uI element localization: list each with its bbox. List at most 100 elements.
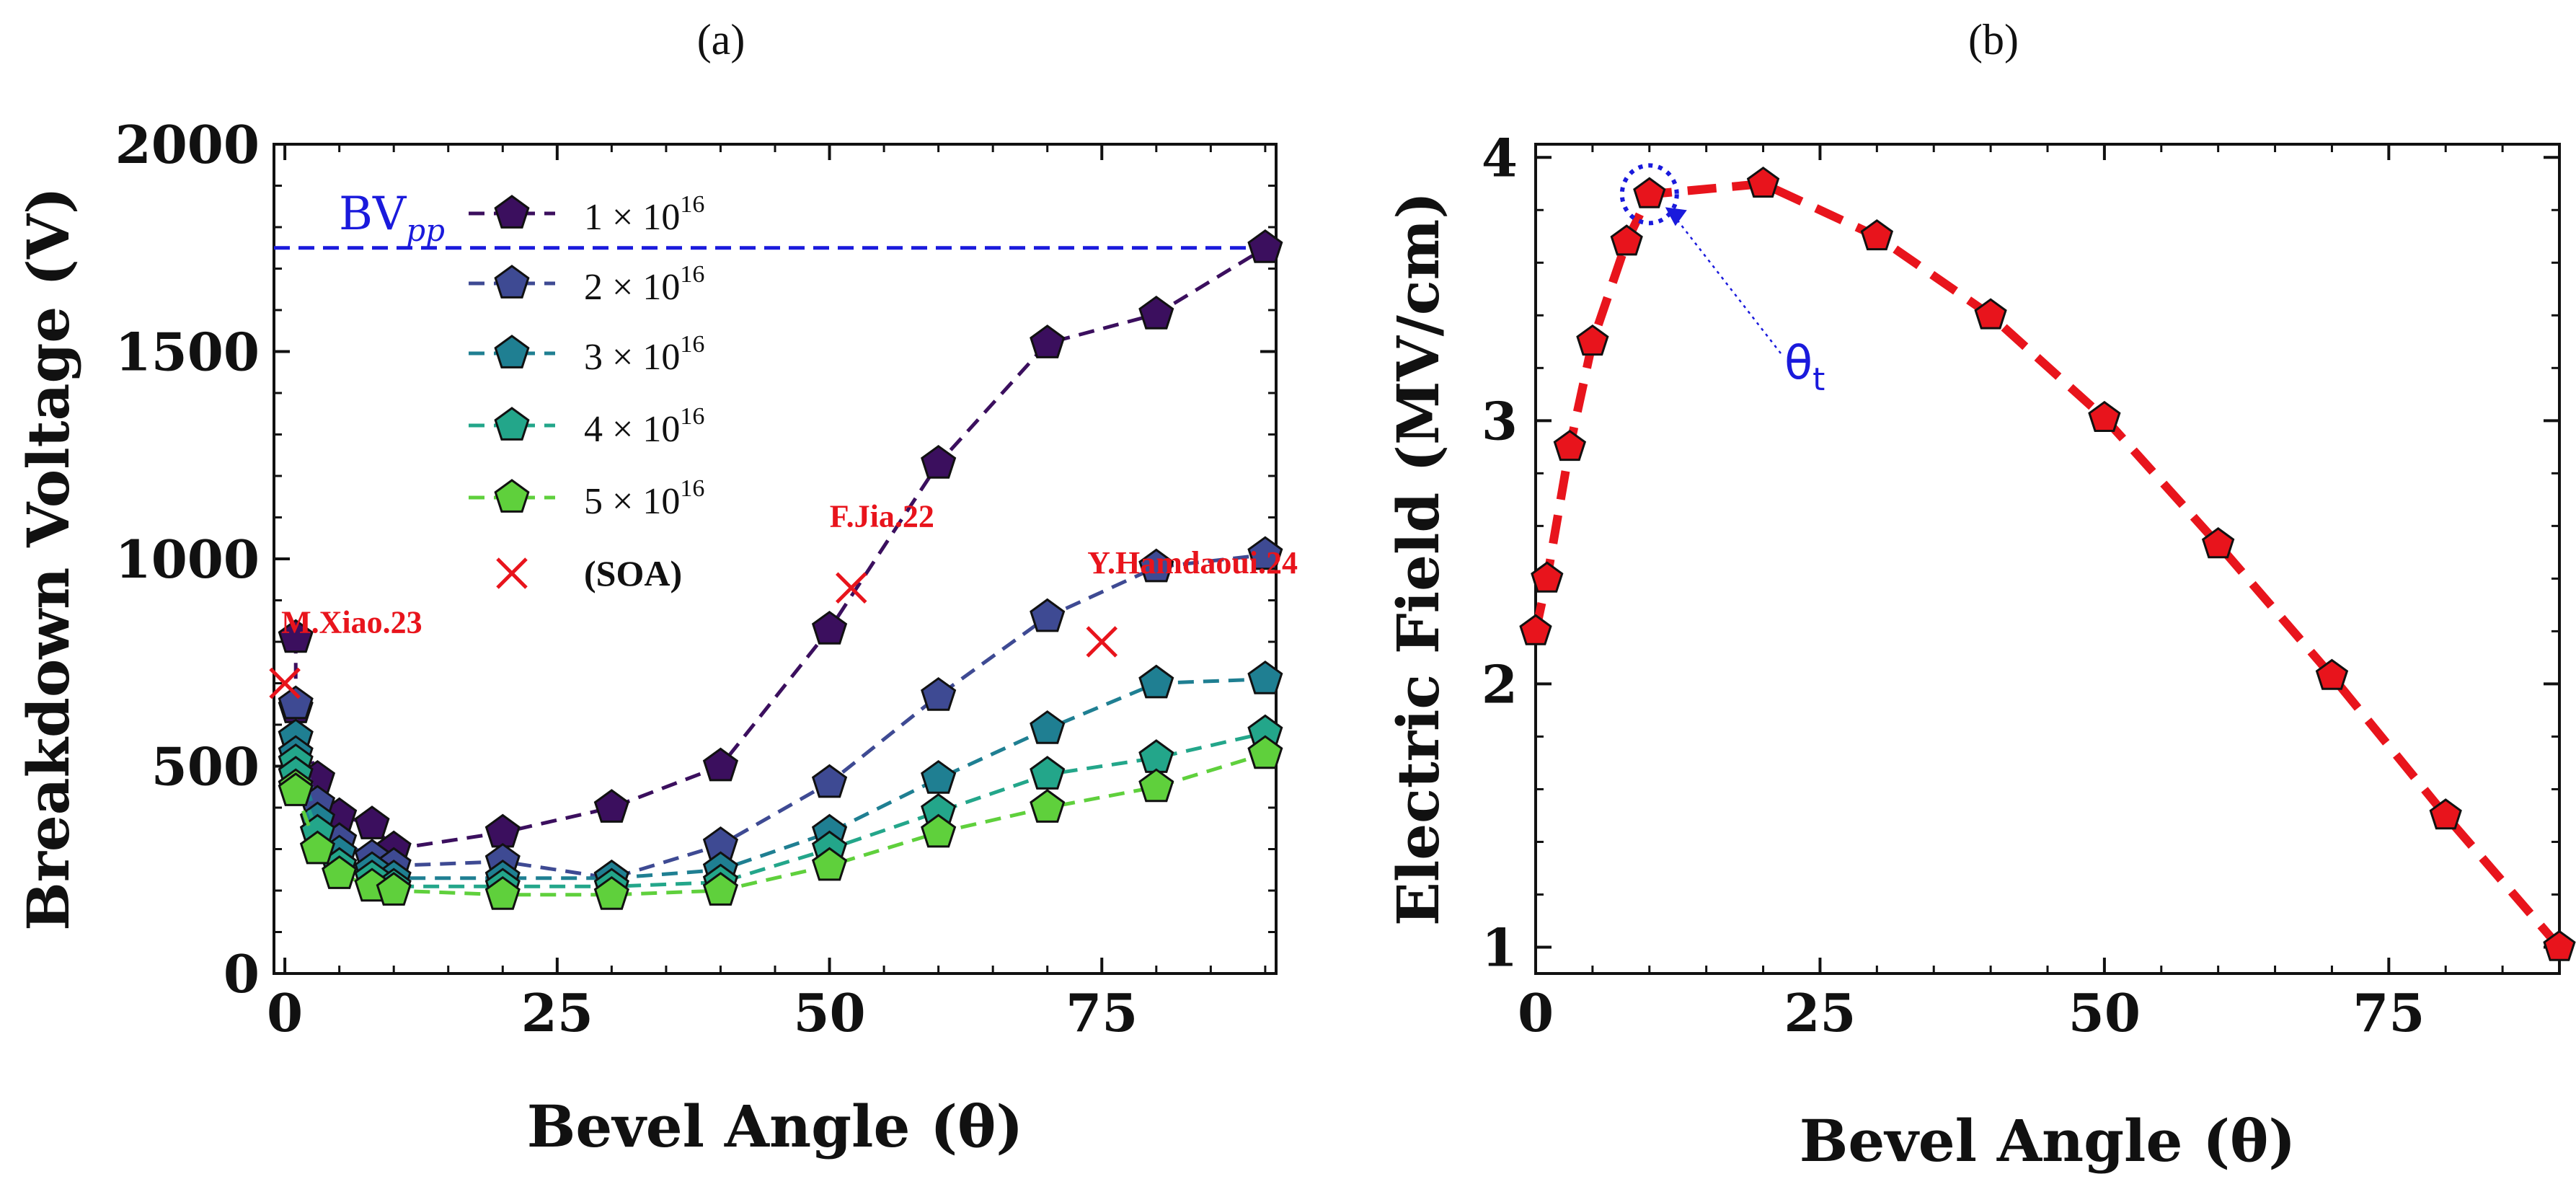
bvpp-label: BVpp [339, 187, 445, 248]
electric-field-point [1610, 224, 1643, 256]
soa-cross-icon [269, 667, 301, 699]
panel-a-x-tick-label: 75 [1066, 982, 1138, 1043]
soa-point-label: Y.Hamdaoui.24 [1087, 545, 1298, 580]
series-4-point [1030, 756, 1066, 790]
panel-b-y-tick-label: 1 [1482, 917, 1518, 978]
legend-label-4-prefix: 4 × 10 [584, 409, 680, 450]
panel-a-x-tick-label: 0 [267, 982, 303, 1043]
electric-field-point [1553, 429, 1587, 462]
series-2-point [921, 676, 957, 711]
panel-a-y-tick-label: 1000 [115, 529, 260, 590]
series-2-point [1030, 598, 1066, 632]
soa-point-label: M.Xiao.23 [281, 605, 422, 640]
panel-b-label: (b) [1968, 16, 2019, 63]
legend-entry-1: 1 × 1016 [469, 191, 704, 238]
series-3-point [1247, 660, 1283, 694]
series-5-point [811, 847, 848, 881]
theta-t-annotation: θt [1619, 163, 1825, 398]
series-5-point [593, 875, 629, 910]
panel-a-y-tick-label: 0 [223, 943, 260, 1005]
theta-t-subscript: t [1813, 361, 1825, 398]
electric-field-point [2429, 798, 2462, 830]
series-3-point [921, 759, 957, 794]
panel-a-x-axis-title: Bevel Angle (θ) [527, 1092, 1024, 1160]
electric-field-point [2201, 527, 2235, 559]
panel-a-y-tick-label: 2000 [115, 114, 260, 175]
legend-entry-5: 5 × 1016 [469, 475, 704, 522]
theta-t-symbol: θ [1784, 337, 1813, 390]
soa-cross-icon [835, 572, 867, 604]
panel-b-x-tick-label: 25 [1784, 982, 1856, 1043]
legend-entry-2: 2 × 1016 [469, 261, 704, 308]
series-1-point [1138, 295, 1174, 330]
series-1-point [702, 747, 739, 782]
legend-label-5-prefix: 5 × 10 [584, 481, 680, 522]
series-5-point [484, 875, 521, 910]
legend-label-1-prefix: 1 × 10 [584, 197, 680, 238]
electric-field-point [2088, 400, 2121, 432]
panel-b-x-tick-label: 0 [1518, 982, 1554, 1043]
legend-label-5: 5 × 1016 [584, 475, 704, 522]
legend-label-4-exp: 16 [680, 403, 704, 430]
series-5 [278, 735, 1283, 910]
panel-b-ticks: 0 25 50 75 1 2 3 4 [1482, 127, 2559, 1043]
legend-marker-3 [494, 335, 530, 368]
electric-field-point [1633, 177, 1666, 208]
theta-t-arrow [1668, 209, 1781, 354]
panel-a-y-tick-label: 500 [151, 736, 260, 798]
panel-a-legend: 1 × 1016 2 × 1016 3 × 1016 [469, 191, 704, 593]
soa-cross-icon [1086, 626, 1118, 658]
series-1-point [921, 444, 957, 479]
series-1-point [278, 619, 314, 653]
series-5-point [1030, 789, 1066, 823]
panel-b-y-tick-label: 3 [1482, 390, 1518, 451]
panel-b-x-axis-title: Bevel Angle (θ) [1800, 1107, 2296, 1175]
electric-field-point [2543, 930, 2576, 961]
theta-t-label: θt [1784, 337, 1825, 398]
series-1 [278, 229, 1283, 865]
series-5-point [322, 855, 358, 889]
panel-b-series [1519, 166, 2576, 961]
legend-marker-4 [494, 407, 530, 441]
legend-label-5-exp: 16 [680, 475, 704, 502]
legend-label-1: 1 × 1016 [584, 191, 704, 238]
panel-a-soa-points: M.Xiao.23 F.Jia.22 Y.Hamdaoui.24 [269, 498, 1298, 699]
panel-a: (a) 0 25 50 75 0 500 1000 1500 2000 M.Xiao.23 F.J… [14, 16, 1298, 1160]
electric-field-point [1860, 218, 1894, 251]
panel-a-y-axis-title: Breakdown Voltage (V) [14, 187, 82, 931]
series-5-point [299, 830, 336, 865]
legend-label-3: 3 × 1016 [584, 331, 704, 378]
series-5-point [1138, 768, 1174, 803]
soa-point: M.Xiao.23 [269, 605, 422, 699]
series-1-point [593, 789, 629, 823]
series-2-point [1138, 548, 1174, 583]
electric-field-point [1974, 298, 2007, 330]
theta-t-highlight-circle [1619, 163, 1679, 226]
series-1-point [811, 610, 848, 645]
soa-point: Y.Hamdaoui.24 [1086, 545, 1298, 658]
panel-a-x-tick-label: 25 [521, 982, 593, 1043]
legend-label-4: 4 × 1016 [584, 403, 704, 450]
series-5-point [278, 772, 314, 806]
panel-b-y-tick-label: 4 [1482, 127, 1518, 188]
bvpp-label-sub: pp [406, 213, 445, 248]
legend-soa-cross-icon [496, 557, 528, 589]
legend-label-2-exp: 16 [680, 261, 704, 288]
legend-entry-soa: (SOA) [496, 553, 682, 593]
series-1-point [354, 805, 390, 839]
panel-b-y-tick-label: 2 [1482, 653, 1518, 715]
electric-field-point [2315, 658, 2349, 690]
panel-a-x-tick-label: 50 [793, 982, 865, 1043]
series-3-point [1030, 710, 1066, 744]
legend-entry-4: 4 × 1016 [469, 403, 704, 450]
electric-field-point [1576, 324, 1609, 356]
legend-label-2-prefix: 2 × 10 [584, 267, 680, 308]
soa-point: F.Jia.22 [830, 498, 934, 604]
electric-field-line [1531, 179, 2563, 950]
series-5-point [376, 872, 412, 906]
bvpp-label-main: BV [339, 187, 407, 241]
series-5-point [702, 872, 739, 906]
electric-field-point [1746, 166, 1780, 198]
series-5-point [1247, 735, 1283, 769]
